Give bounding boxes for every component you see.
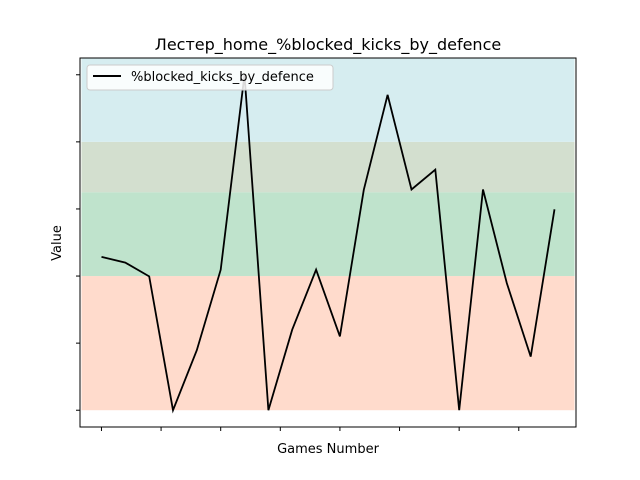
band-1: [81, 192, 574, 276]
chart-title: Лестер_home_%blocked_kicks_by_defence: [155, 35, 501, 55]
legend: %blocked_kicks_by_defence: [87, 65, 333, 90]
x-axis-label: Games Number: [277, 442, 379, 457]
x-axis-ticks: [101, 427, 518, 431]
band-0: [81, 276, 574, 410]
background-bands: [81, 58, 574, 410]
y-axis-label: Value: [50, 225, 65, 261]
legend-entry: %blocked_kicks_by_defence: [131, 70, 314, 85]
band-2: [81, 142, 574, 192]
y-axis-ticks: [76, 75, 80, 410]
